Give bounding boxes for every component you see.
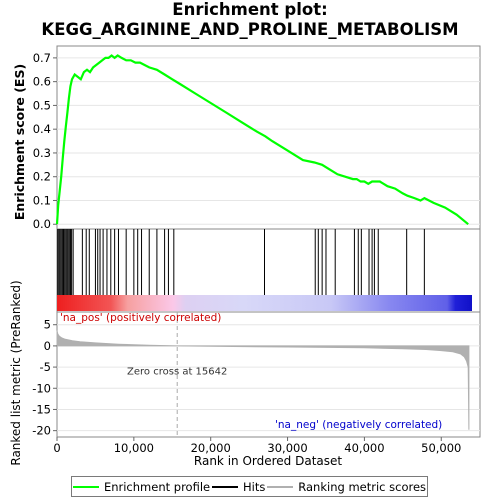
legend-item-enrichment-profile: Enrichment profile bbox=[72, 479, 211, 494]
metric-tick-label: -5 bbox=[40, 360, 51, 374]
es-tick-label: 0.6 bbox=[33, 75, 51, 89]
legend-item-hits: Hits bbox=[212, 480, 265, 494]
metric-tick-label: 5 bbox=[44, 318, 51, 332]
legend-swatch-enrichment-profile bbox=[72, 485, 99, 488]
metric-y-axis-label: Ranked list metric (PreRanked) bbox=[9, 280, 23, 465]
positive-correlation-label: 'na_pos' (positively correlated) bbox=[60, 312, 221, 324]
es-tick-label: 0.0 bbox=[33, 217, 51, 231]
zero-cross-label: Zero cross at 15642 bbox=[127, 366, 227, 377]
legend: Enrichment profile Hits Ranking metric s… bbox=[71, 476, 428, 497]
es-tick-label: 0.1 bbox=[33, 193, 51, 207]
chart-title: Enrichment plot: KEGG_ARGININE_AND_PROLI… bbox=[41, 0, 459, 39]
enrichment-profile-line bbox=[55, 54, 469, 226]
legend-label-enrichment-profile: Enrichment profile bbox=[103, 479, 211, 494]
x-tick-label: 40,000 bbox=[344, 441, 384, 455]
es-tick-label: 0.4 bbox=[33, 122, 51, 136]
x-tick-label: 0 bbox=[53, 441, 60, 455]
legend-label-ranking-metric: Ranking metric scores bbox=[298, 479, 427, 494]
metric-y-ticks: 5 0 -5 -10 -15 -20 bbox=[32, 318, 57, 438]
enrichment-score-panel: 0.0 0.1 0.2 0.3 0.4 0.5 0.6 0.7 Enrichment scor… bbox=[12, 45, 481, 231]
legend-swatch-hits bbox=[212, 485, 239, 488]
x-axis-ticks: 0 10,000 20,000 30,000 40,000 50,000 bbox=[53, 437, 461, 455]
es-tick-label: 0.3 bbox=[33, 146, 51, 160]
negative-correlation-label: 'na_neg' (negatively correlated) bbox=[275, 419, 442, 431]
es-tick-label: 0.2 bbox=[33, 170, 51, 184]
legend-item-ranking-metric: Ranking metric scores bbox=[267, 480, 426, 494]
es-gridlines bbox=[57, 57, 480, 225]
es-tick-label: 0.7 bbox=[33, 51, 51, 65]
metric-tick-label: -10 bbox=[32, 381, 51, 395]
metric-tick-label: 0 bbox=[44, 339, 51, 353]
x-axis-label: Rank in Ordered Dataset bbox=[194, 454, 342, 468]
x-tick-label: 10,000 bbox=[114, 441, 154, 455]
ranked-metric-panel: Zero cross at 15642 'na_pos' (positively… bbox=[9, 280, 481, 468]
es-y-axis-label: Enrichment score (ES) bbox=[12, 64, 27, 220]
hits-panel bbox=[56, 228, 481, 313]
hit-marks bbox=[57, 229, 425, 295]
es-tick-label: 0.5 bbox=[33, 98, 51, 112]
ranking-metric-area bbox=[56, 330, 470, 430]
es-y-ticks: 0.0 0.1 0.2 0.3 0.4 0.5 0.6 0.7 bbox=[33, 51, 57, 231]
metric-tick-label: -15 bbox=[32, 402, 51, 416]
x-tick-label: 20,000 bbox=[191, 441, 231, 455]
metric-tick-label: -20 bbox=[32, 424, 51, 438]
x-tick-label: 30,000 bbox=[267, 441, 307, 455]
metric-panel-frame bbox=[56, 311, 481, 438]
x-tick-label: 50,000 bbox=[421, 441, 461, 455]
legend-swatch-ranking-metric bbox=[267, 485, 294, 488]
legend-label-hits: Hits bbox=[243, 479, 266, 494]
rank-color-bar bbox=[57, 295, 472, 311]
